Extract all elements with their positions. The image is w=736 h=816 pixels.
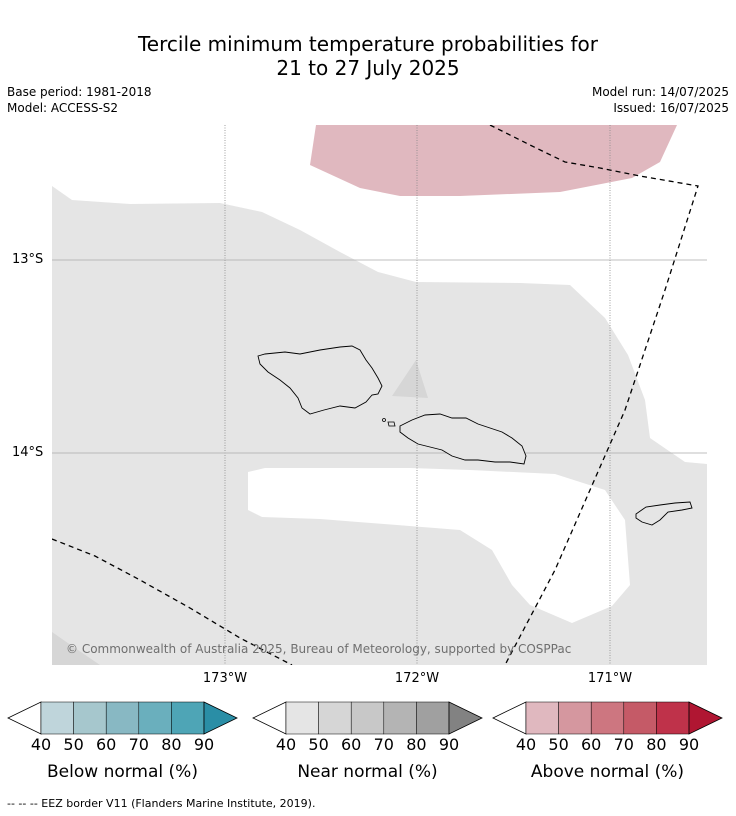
title-line-1: Tercile minimum temperature probabilitie… [137,32,599,56]
lat-label-14s: 14°S [12,445,44,460]
lon-label-173w: 173°W [202,671,248,686]
colorbar-below-tick: 80 [161,735,182,754]
colorbar-below-label: Below normal (%) [47,762,198,782]
colorbar-above-label: Above normal (%) [530,762,685,782]
colorbar-below-tick: 60 [96,735,117,754]
model-run: Model run: 14/07/2025 [591,85,729,99]
title-line-2: 21 to 27 July 2025 [276,56,460,80]
colorbar-near-label: Near normal (%) [297,762,438,782]
colorbar-above-tick: 90 [678,735,700,754]
upolu-island [399,413,527,465]
copyright-notice: © Commonwealth of Australia 2025, Bureau… [66,642,572,656]
colorbar-above-tick: 50 [548,735,569,754]
eez-border [52,125,699,665]
colorbar-above-tick: 70 [613,735,634,754]
savaii-island [257,345,383,415]
base-period: Base period: 1981-2018 [7,85,152,99]
colorbar-above-tick: 80 [646,735,667,754]
colorbar-above-tick: 60 [581,735,602,754]
near-normal-50-patch [392,360,428,398]
eez-legend: -- -- -- EEZ border V11 (Flanders Marine… [7,797,316,810]
near-normal-corner-patch [52,632,100,665]
lat-label-13s: 13°S [12,252,44,267]
near-normal-region [52,186,707,665]
colorbar-near-tick: 90 [438,735,460,754]
colorbar-above-tick: 40 [515,735,537,754]
colorbar-near-tick: 80 [406,735,427,754]
colorbar-below-tick: 40 [30,735,52,754]
manono-island [387,421,396,427]
apolima-island [382,418,386,422]
issued-date: Issued: 16/07/2025 [613,101,729,115]
colorbar-near-tick: 60 [341,735,362,754]
colorbar-below-tick: 50 [63,735,84,754]
colorbar-near-tick: 70 [373,735,394,754]
above-normal-region [310,125,677,196]
colorbar-near-tick: 40 [275,735,297,754]
colorbar-below-tick: 70 [128,735,149,754]
colorbar-near-tick: 50 [308,735,329,754]
tutuila-island [635,501,693,526]
model-name: Model: ACCESS-S2 [7,101,119,115]
graticule [52,125,707,665]
lon-label-172w: 172°W [394,671,440,686]
colorbar-below-tick: 90 [193,735,215,754]
lon-label-171w: 171°W [587,671,633,686]
